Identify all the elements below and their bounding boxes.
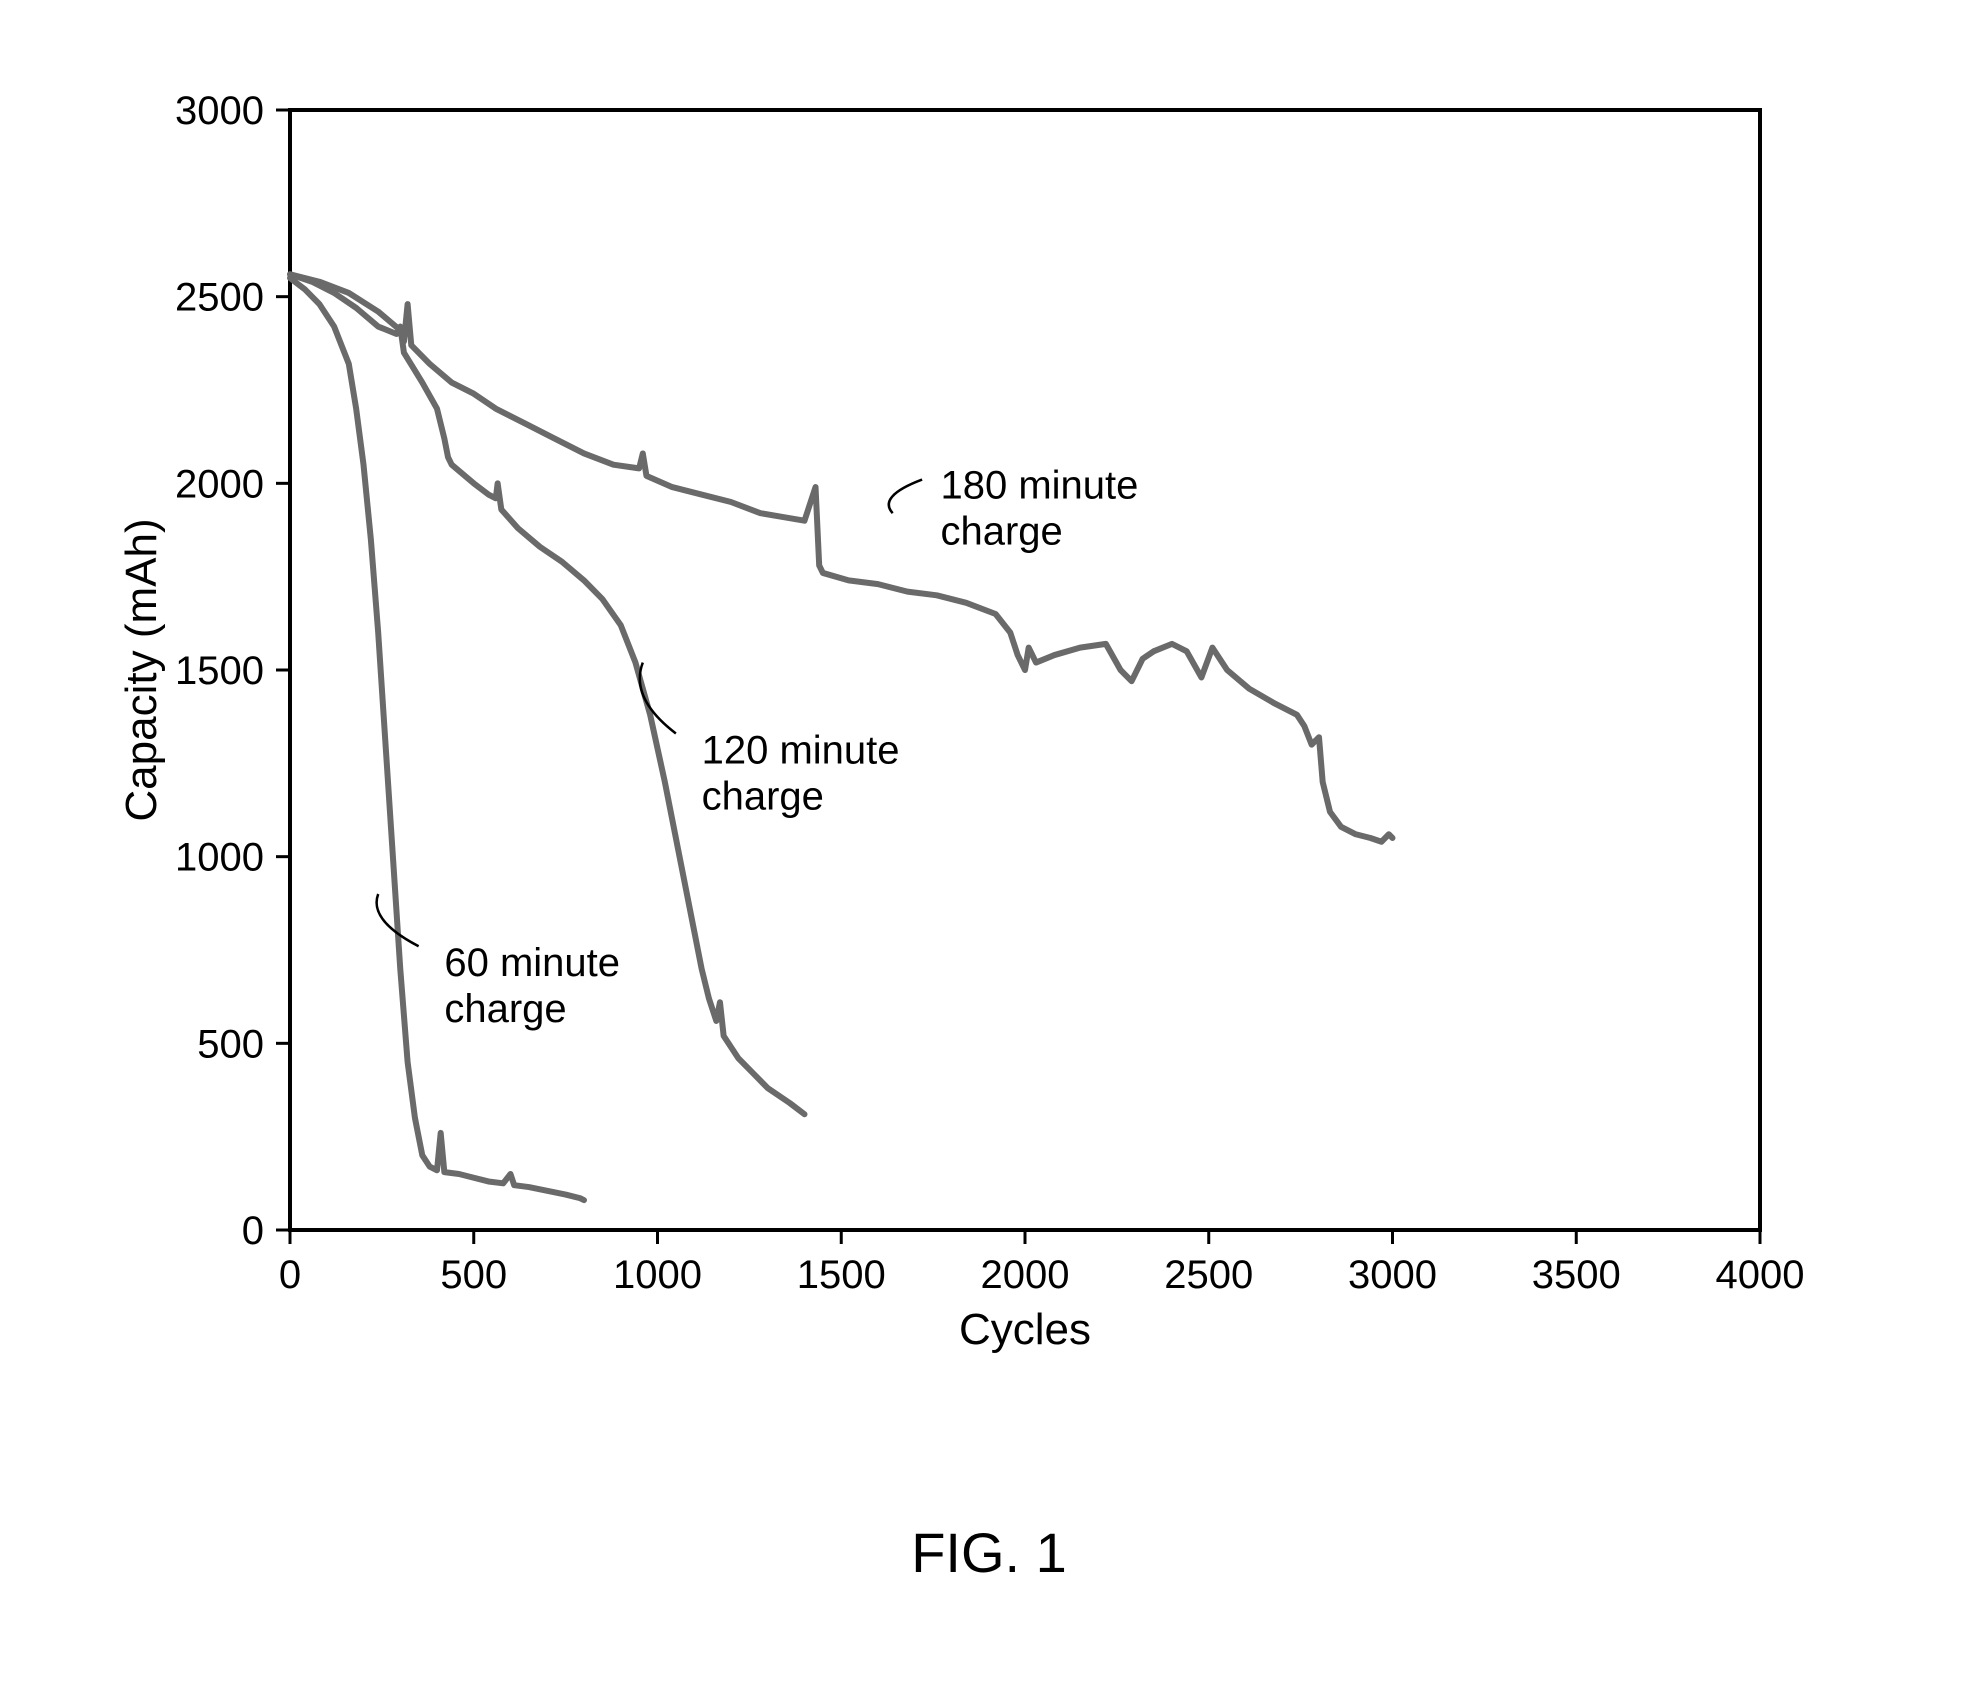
- y-tick-label: 3000: [175, 89, 264, 133]
- series-leader: [640, 663, 676, 734]
- x-tick-label: 2500: [1164, 1253, 1253, 1297]
- y-tick-label: 2000: [175, 462, 264, 506]
- y-axis-label: Capacity (mAh): [120, 518, 166, 821]
- series-label: 60 minute: [444, 941, 620, 985]
- x-tick-label: 1000: [613, 1253, 702, 1297]
- y-tick-label: 2500: [175, 276, 264, 320]
- y-tick-label: 0: [242, 1209, 264, 1253]
- x-tick-label: 500: [440, 1253, 507, 1297]
- y-tick-label: 1500: [175, 649, 264, 693]
- series-leader: [889, 480, 922, 514]
- series-label: charge: [702, 774, 824, 818]
- x-tick-label: 4000: [1716, 1253, 1805, 1297]
- series-label: charge: [444, 987, 566, 1031]
- y-tick-label: 500: [197, 1022, 264, 1066]
- series-label: charge: [940, 509, 1062, 553]
- x-axis-label: Cycles: [959, 1305, 1091, 1354]
- capacity-vs-cycles-chart: 0 500 1000 1500 2000 2500 3000 0 500 1000 1500 2000…: [120, 80, 1820, 1400]
- figure-caption: FIG. 1: [0, 1520, 1978, 1585]
- series-label: 180 minute: [940, 463, 1138, 507]
- series-label: 120 minute: [702, 728, 900, 772]
- chart-container: 0 500 1000 1500 2000 2500 3000 0 500 1000 1500 2000…: [120, 80, 1820, 1405]
- x-tick-label: 3000: [1348, 1253, 1437, 1297]
- x-tick-label: 3500: [1532, 1253, 1621, 1297]
- x-tick-label: 0: [279, 1253, 301, 1297]
- x-tick-label: 1500: [797, 1253, 886, 1297]
- x-tick-label: 2000: [981, 1253, 1070, 1297]
- y-tick-label: 1000: [175, 836, 264, 880]
